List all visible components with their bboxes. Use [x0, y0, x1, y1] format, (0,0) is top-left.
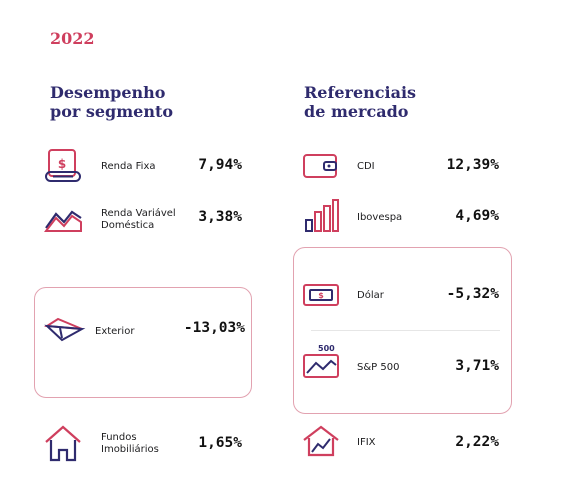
- benchmark-label: IFIX: [357, 437, 376, 449]
- paper-plane-icon: [44, 317, 86, 342]
- exterior-highlight-box: [34, 287, 252, 398]
- svg-text:$: $: [318, 291, 324, 300]
- benchmark-value: 2,22%: [455, 434, 499, 450]
- benchmark-value: 12,39%: [446, 157, 499, 173]
- benchmark-label-line: IFIX: [357, 437, 376, 448]
- segment-label-line: Renda Variável: [101, 208, 176, 219]
- segment-label-line: Renda Fixa: [101, 161, 156, 172]
- heading-line: de mercado: [304, 102, 409, 121]
- banknote-icon: $: [303, 284, 339, 306]
- segment-value: 3,38%: [198, 209, 242, 225]
- sp500-chart-icon: [303, 354, 339, 378]
- receipt-dollar-icon: $: [45, 149, 81, 182]
- house-icon: [45, 425, 81, 462]
- benchmark-label-line: Ibovespa: [357, 212, 403, 223]
- benchmark-label-line: S&P 500: [357, 362, 400, 373]
- segment-value: 7,94%: [198, 157, 242, 173]
- benchmark-label: CDI: [357, 161, 375, 173]
- year-label: 2022: [50, 29, 95, 48]
- currency-highlight-box: [293, 247, 512, 414]
- benchmark-value: 3,71%: [455, 358, 499, 374]
- bar-chart-icon: [305, 199, 339, 232]
- segment-label-line: Fundos: [101, 432, 137, 443]
- stock-chart-icon: [44, 210, 82, 232]
- segment-label: Fundos Imobiliários: [101, 432, 159, 456]
- sp500-icon-badge: 500: [318, 344, 335, 353]
- benchmark-label-line: Dólar: [357, 290, 384, 301]
- segment-label: Exterior: [95, 326, 134, 338]
- segment-value: 1,65%: [198, 435, 242, 451]
- heading-line: Desempenho: [50, 83, 166, 102]
- segment-label-line: Doméstica: [101, 220, 155, 231]
- heading-line: Referenciais: [304, 83, 417, 102]
- svg-text:$: $: [58, 157, 66, 171]
- box-divider: [311, 330, 500, 331]
- benchmark-label: S&P 500: [357, 362, 399, 374]
- heading-line: por segmento: [50, 102, 174, 121]
- segment-label-line: Imobiliários: [101, 444, 159, 455]
- segment-value: -13,03%: [183, 320, 245, 336]
- benchmark-label: Dólar: [357, 290, 384, 302]
- benchmark-value: -5,32%: [446, 286, 499, 302]
- house-chart-icon: [303, 425, 339, 457]
- market-benchmarks-heading: Referenciais de mercado: [304, 83, 416, 121]
- wallet-icon: [303, 154, 337, 178]
- benchmark-label: Ibovespa: [357, 212, 402, 224]
- benchmark-value: 4,69%: [455, 208, 499, 224]
- segment-label-line: Exterior: [95, 326, 135, 337]
- segment-performance-heading: Desempenho por segmento: [50, 83, 173, 121]
- segment-label: Renda Variável Doméstica: [101, 208, 176, 232]
- benchmark-label-line: CDI: [357, 161, 375, 172]
- segment-label: Renda Fixa: [101, 161, 156, 173]
